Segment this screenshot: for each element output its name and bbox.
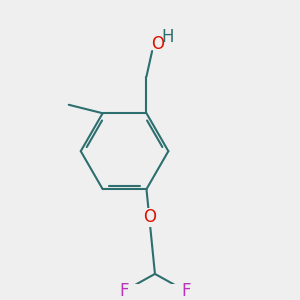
Text: F: F	[119, 282, 129, 300]
Text: F: F	[181, 282, 191, 300]
Text: O: O	[143, 208, 156, 226]
Text: O: O	[151, 35, 164, 53]
Text: H: H	[161, 28, 174, 46]
